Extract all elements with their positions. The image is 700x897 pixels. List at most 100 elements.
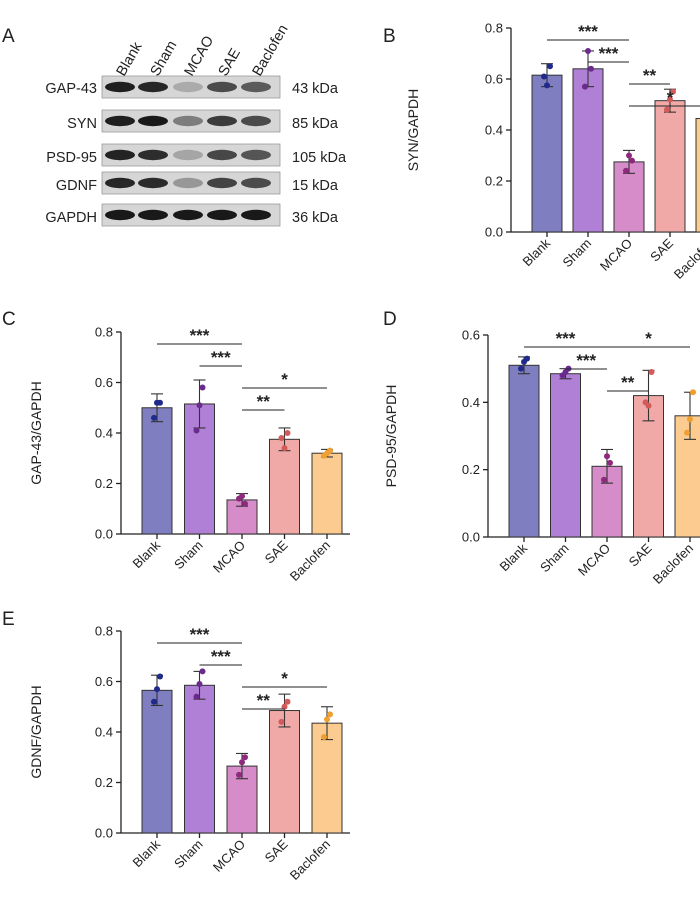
y-tick-label-b-0-8: 0.8 — [485, 21, 503, 36]
x-tick-label-d-sae: SAE — [626, 540, 655, 569]
data-point-b-sham-2 — [585, 47, 591, 54]
data-point-c-blank-3 — [157, 399, 163, 406]
data-point-c-mcao-3 — [242, 500, 248, 507]
data-point-e-blank-2 — [154, 686, 160, 693]
bar-c-sae — [269, 438, 300, 535]
x-tick-label-c-sae: SAE — [262, 537, 291, 566]
panel-letter-b: B — [383, 26, 396, 47]
y-tick-label-e-0-8: 0.8 — [95, 624, 113, 639]
x-tick-label-d-sham: Sham — [537, 541, 572, 576]
blot-band-gdnf-sham — [138, 177, 168, 189]
data-point-d-mcao-1 — [601, 476, 607, 483]
sig-label-d-4: ** — [621, 373, 635, 392]
x-tick-label-d-blank: Blank — [497, 540, 531, 574]
data-point-c-sham-2 — [196, 402, 203, 409]
blot-band-gdnf-mcao — [173, 177, 203, 189]
blot-band-syn-sae — [207, 115, 237, 127]
protein-label-psd95: PSD-95 — [46, 150, 97, 166]
bar-e-blank — [141, 689, 173, 834]
data-point-d-baclofen-1 — [684, 429, 690, 436]
data-point-c-sham-1 — [193, 427, 200, 434]
y-tick-label-d-0-6: 0.6 — [462, 328, 480, 343]
y-tick-label-c-0-2: 0.2 — [95, 476, 113, 491]
blot-band-gap-43-baclofen — [241, 81, 271, 93]
mw-label-syn: 85 kDa — [292, 116, 339, 132]
data-point-e-mcao-2 — [239, 759, 245, 766]
blot-band-psd-95-sae — [207, 149, 237, 161]
chart-psd95: 0.0 0.2 0.4 0.6 PSD-95/GAPDH Blank Sham MCAO SAE… — [383, 328, 700, 587]
y-axis-label-e: GDNF/GAPDH — [28, 685, 44, 778]
blot-band-psd-95-mcao — [173, 149, 203, 161]
data-point-d-baclofen-3 — [690, 389, 696, 396]
x-tick-label-e-sham: Sham — [171, 837, 206, 872]
y-tick-label-e-0-2: 0.2 — [95, 775, 113, 790]
y-tick-label-c-0-6: 0.6 — [95, 375, 113, 390]
sig-label-c-4: ** — [257, 392, 271, 411]
data-point-d-blank-1 — [518, 365, 524, 372]
bar-d-blank — [508, 364, 540, 538]
sig-label-d-1: *** — [556, 329, 576, 348]
y-axis-label-c: GAP-43/GAPDH — [28, 381, 44, 484]
chart-gdnf: 0.0 0.2 0.4 0.6 0.8 GDNF/GAPDH Blank Sham MCAO SA… — [28, 624, 350, 883]
x-tick-label-b-baclofen: Baclofen — [671, 236, 700, 282]
data-point-e-mcao-3 — [242, 754, 248, 761]
x-tick-label-c-mcao: MCAO — [210, 538, 248, 576]
data-point-e-sae-1 — [278, 718, 285, 725]
data-point-b-mcao-3 — [629, 157, 635, 164]
data-point-c-sae-3 — [284, 430, 291, 436]
sig-label-d-2: * — [645, 329, 652, 348]
bar-b-baclofen — [695, 118, 700, 233]
y-tick-label-b-0-0: 0.0 — [485, 225, 503, 240]
data-point-c-sham-3 — [199, 384, 206, 391]
sig-label-d-3: *** — [576, 351, 596, 370]
blot-band-psd-95-blank — [105, 149, 135, 161]
blot-band-gapdh-sae — [207, 209, 237, 221]
blot-band-gap-43-mcao — [173, 81, 203, 93]
blot-band-gap-43-sham — [138, 81, 168, 93]
data-point-e-baclofen-2 — [324, 716, 330, 723]
y-tick-label-e-0-0: 0.0 — [95, 826, 113, 841]
blot-band-gap-43-sae — [207, 81, 237, 93]
protein-label-gdnf: GDNF — [56, 178, 97, 194]
panel-letter-a: A — [2, 26, 15, 47]
sig-label-c-3: * — [281, 370, 288, 389]
data-point-b-sae-2 — [667, 96, 673, 103]
y-tick-label-c-0-8: 0.8 — [95, 325, 113, 340]
data-point-c-mcao-2 — [239, 493, 245, 500]
data-point-e-baclofen-1 — [321, 734, 327, 741]
blot-band-gapdh-sham — [138, 209, 168, 221]
bar-b-sham — [572, 68, 604, 233]
bar-e-sham — [184, 684, 215, 834]
chart-syn: 0.0 0.2 0.4 0.6 0.8 SYN/GAPDH Blank Sham MCAO SAE… — [405, 21, 700, 282]
sig-label-e-1: *** — [190, 625, 210, 644]
x-tick-label-d-mcao: MCAO — [575, 541, 613, 579]
sig-label-e-4: ** — [257, 691, 271, 710]
data-point-d-mcao-2 — [604, 453, 610, 460]
x-tick-label-c-sham: Sham — [171, 538, 206, 573]
data-point-b-sham-3 — [588, 65, 594, 72]
data-point-d-sae-2 — [645, 402, 652, 409]
data-point-c-baclofen-3 — [327, 447, 333, 454]
sig-label-e-2: *** — [211, 647, 231, 666]
bar-b-sae — [654, 100, 686, 233]
bar-b-blank — [531, 74, 563, 233]
data-point-b-sae-3 — [670, 88, 676, 95]
data-point-e-sham-2 — [196, 681, 203, 688]
blot-band-syn-sham — [138, 115, 168, 127]
y-tick-label-c-0-0: 0.0 — [95, 527, 113, 542]
blot-band-syn-blank — [105, 115, 135, 127]
x-tick-label-e-blank: Blank — [130, 836, 164, 870]
x-tick-label-c-blank: Blank — [130, 537, 164, 571]
blot-band-gdnf-blank — [105, 177, 135, 189]
mw-label-psd95: 105 kDa — [292, 150, 347, 166]
y-tick-label-d-0-2: 0.2 — [462, 462, 480, 477]
lane-label-sae: SAE — [216, 46, 245, 79]
sig-label-c-1: *** — [190, 326, 210, 345]
data-point-c-sae-2 — [281, 445, 288, 452]
sig-label-c-2: *** — [211, 348, 231, 367]
sig-label-b-2: *** — [599, 44, 619, 63]
data-point-c-sae-1 — [278, 435, 285, 442]
x-tick-label-c-baclofen: Baclofen — [287, 538, 333, 584]
data-point-d-sae-3 — [648, 369, 655, 376]
